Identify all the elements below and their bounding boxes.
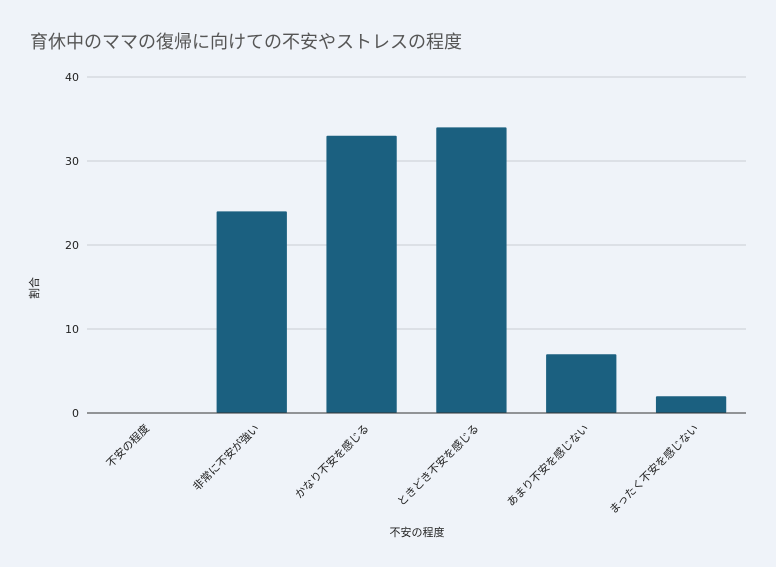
bar [655,396,727,413]
bars [216,127,727,414]
x-tick-label: ときどき不安を感じる [394,421,481,508]
y-axis-title: 割合 [27,277,41,299]
bar [546,354,617,413]
y-tick-label: 30 [65,155,79,168]
x-tick-label: 非常に不安が強い [190,421,262,493]
y-tick-label: 20 [65,239,79,252]
x-tick-label: あまり不安を感じない [504,421,592,509]
y-tick-label: 40 [65,71,79,84]
bar [216,211,287,413]
y-tick-label: 10 [65,323,79,336]
x-tick-label: まったく不安を感じない [606,421,701,516]
x-axis-title: 不安の程度 [390,525,445,539]
chart-title: 育休中のママの復帰に向けての不安やストレスの程度 [30,32,462,53]
grid-lines [87,76,746,330]
bar [326,135,397,414]
y-tick-label: 0 [72,407,79,420]
x-tick-label: 不安の程度 [103,421,152,470]
bar [436,127,507,414]
x-tick-label: かなり不安を感じる [292,421,372,501]
